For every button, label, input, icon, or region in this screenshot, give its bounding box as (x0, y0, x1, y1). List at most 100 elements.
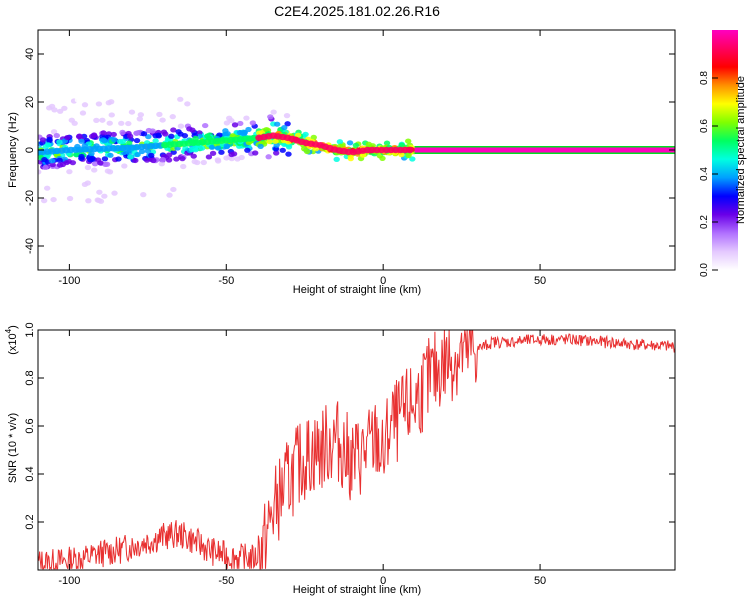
heatmap-cell (404, 138, 412, 144)
heatmap-cell (222, 131, 229, 137)
heatmap-cell (96, 189, 103, 195)
snr-line (38, 330, 675, 570)
heatmap-cell (177, 123, 185, 129)
heatmap-cell (125, 150, 133, 156)
x-tick-label: 0 (380, 575, 386, 587)
heatmap-cell (100, 130, 107, 136)
heatmap-cell (214, 115, 222, 121)
heatmap-cell (69, 160, 77, 166)
heatmap-cell (44, 142, 52, 148)
heatmap-cell (333, 156, 340, 162)
colorbar: 0.0 0.2 0.4 0.6 0.8 Normalized spectral ampl… (699, 30, 747, 277)
heatmap-ridge-cell (405, 146, 414, 154)
heatmap-cell (126, 133, 134, 139)
heatmap-cell (199, 116, 206, 122)
heatmap-cell (91, 161, 99, 167)
heatmap-cell (145, 134, 152, 140)
heatmap-cell (170, 94, 177, 101)
heatmap-cell (116, 138, 124, 145)
colorbar-tick-label: 0.8 (699, 71, 710, 85)
heatmap-cell (170, 149, 177, 155)
heatmap-cell (200, 159, 207, 166)
heatmap-cell (104, 168, 112, 174)
heatmap-cell (226, 115, 233, 121)
heatmap-cell (223, 143, 231, 149)
heatmap-cell (186, 126, 193, 132)
heatmap-cell (231, 122, 239, 128)
heatmap-cell (56, 108, 64, 114)
y-tick-label: 0.8 (24, 370, 36, 385)
heatmap-cell (40, 198, 48, 204)
heatmap-cell (56, 139, 63, 145)
heatmap-cell (67, 187, 75, 193)
heatmap-cell (405, 152, 412, 159)
heatmap-cell (49, 162, 56, 168)
heatmap-cell (346, 140, 354, 146)
heatmap-cell (272, 138, 279, 144)
heatmap-cell (169, 114, 176, 120)
heatmap-cell (147, 185, 154, 191)
heatmap-cell (237, 120, 244, 127)
heatmap-cell (165, 157, 173, 163)
snr-frame (37, 329, 676, 571)
colorbar-gradient (712, 30, 738, 270)
heatmap-cell (182, 145, 189, 151)
heatmap-cell (207, 116, 214, 122)
heatmap-cell (81, 115, 89, 122)
heatmap-cell (42, 164, 49, 171)
y-tick-label: 1.0 (24, 322, 36, 337)
x-tick-label: 50 (534, 275, 546, 287)
heatmap-cell (125, 120, 132, 127)
heatmap-cell (95, 101, 103, 107)
heatmap-cell (85, 198, 92, 204)
heatmap-cell (101, 156, 109, 162)
heatmap-cell (96, 180, 103, 186)
heatmap-cell (181, 133, 189, 139)
heatmap-cell (79, 110, 87, 116)
heatmap-cell (257, 143, 264, 149)
heatmap-cell (267, 114, 274, 120)
heatmap-cell (180, 163, 187, 170)
heatmap-cell (155, 132, 162, 138)
x-tick-label: -50 (218, 275, 234, 287)
x-tick-label: 50 (534, 575, 546, 587)
heatmap-cell (140, 192, 147, 198)
heatmap-cell (56, 162, 64, 168)
heatmap-cell (223, 120, 231, 126)
heatmap-cell (204, 133, 211, 139)
snr-background (38, 330, 675, 570)
y-tick-label: 20 (24, 96, 36, 108)
heatmap-cell (73, 152, 80, 158)
bottom-y-label: SNR (10 * v/v) (7, 413, 19, 483)
colorbar-tick-label: 0.2 (699, 215, 710, 229)
heatmap-cell (109, 108, 116, 114)
heatmap-cell (294, 132, 302, 138)
top-y-ticks: -40 -20 0 20 40 (24, 48, 675, 254)
heatmap-cell (88, 109, 95, 115)
heatmap-cell (132, 157, 139, 164)
y-tick-label: 0.4 (24, 466, 36, 481)
bottom-x-ticks: -100 -50 0 50 (58, 330, 546, 587)
heatmap-cell (49, 181, 56, 187)
heatmap-cell (214, 145, 222, 151)
x-tick-label: -50 (218, 575, 234, 587)
heatmap-cell (184, 101, 191, 107)
heatmap-cell (81, 102, 89, 108)
heatmap-cell (133, 130, 140, 136)
x-tick-label: 0 (380, 275, 386, 287)
heatmap-cell (214, 157, 222, 163)
heatmap-cell (64, 134, 71, 141)
heatmap-cell (336, 139, 344, 145)
heatmap-cell (158, 161, 165, 167)
heatmap-cell (115, 156, 122, 162)
heatmap-cell (61, 105, 68, 111)
heatmap-cell (208, 144, 216, 150)
x-tick-label: -100 (58, 575, 80, 587)
heatmap-cell (228, 151, 235, 158)
snr-panel: -100 -50 0 50 0.2 0.4 0.6 0.8 1.0 Height of str… (4, 322, 676, 596)
heatmap-cell (209, 150, 217, 156)
heatmap-cell (252, 150, 259, 156)
heatmap-cell (241, 129, 248, 136)
heatmap-cell (168, 133, 175, 139)
heatmap-cell (46, 136, 53, 142)
